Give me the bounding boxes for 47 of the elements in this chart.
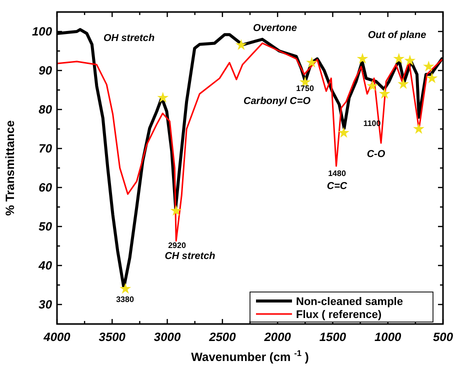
x-tick-label: 3000 — [154, 330, 181, 344]
y-tick-label: 100 — [32, 24, 52, 38]
annotation: C-O — [366, 149, 386, 160]
annotation: 2920 — [168, 241, 186, 250]
x-tick-label: 1500 — [319, 330, 346, 344]
point — [306, 56, 318, 68]
legend-label: Non-cleaned sample — [296, 296, 403, 308]
point — [120, 282, 132, 294]
point — [426, 72, 438, 84]
x-tick-label: 500 — [432, 330, 454, 344]
point — [236, 39, 247, 50]
point — [170, 204, 182, 216]
point — [366, 80, 378, 91]
point — [422, 60, 434, 72]
y-tick-label: 80 — [38, 102, 52, 116]
x-tick-label: 2500 — [208, 330, 236, 344]
point — [157, 92, 169, 103]
y-axis-title: % Transmittance — [3, 120, 17, 216]
annotation: 1480 — [328, 169, 346, 178]
point — [404, 54, 416, 66]
y-tick-label: 90 — [38, 64, 52, 78]
y-tick-label: 60 — [38, 180, 52, 194]
point — [378, 88, 390, 99]
x-tick-label: 1000 — [374, 330, 402, 344]
x-axis-title: Wavenumber (cm $^{-1}$ ) — [191, 348, 309, 364]
y-tick-label: 70 — [38, 142, 52, 156]
annotation: OH stretch — [103, 33, 155, 44]
legend-label: Flux ( reference) — [296, 309, 382, 321]
x-tick-label: 4000 — [42, 330, 71, 344]
point — [398, 78, 409, 89]
annotation: CH stretch — [164, 251, 216, 262]
point — [338, 126, 350, 138]
annotation: C=C — [326, 181, 348, 192]
x-tick-label: 2000 — [263, 330, 292, 344]
annotation: Out of plane — [368, 30, 427, 41]
line-series — [57, 42, 443, 242]
annotation: Overtone — [253, 23, 298, 34]
point — [393, 52, 405, 64]
annotation: Carbonyl C=O — [244, 96, 311, 107]
annotation: 1750 — [296, 84, 314, 93]
y-tick-label: 40 — [38, 258, 52, 272]
annotation: 3380 — [116, 295, 134, 304]
point — [356, 52, 368, 64]
y-tick-label: 50 — [38, 220, 52, 234]
point — [413, 123, 424, 134]
x-tick-label: 3500 — [98, 330, 126, 344]
y-tick-label: 30 — [38, 298, 52, 312]
